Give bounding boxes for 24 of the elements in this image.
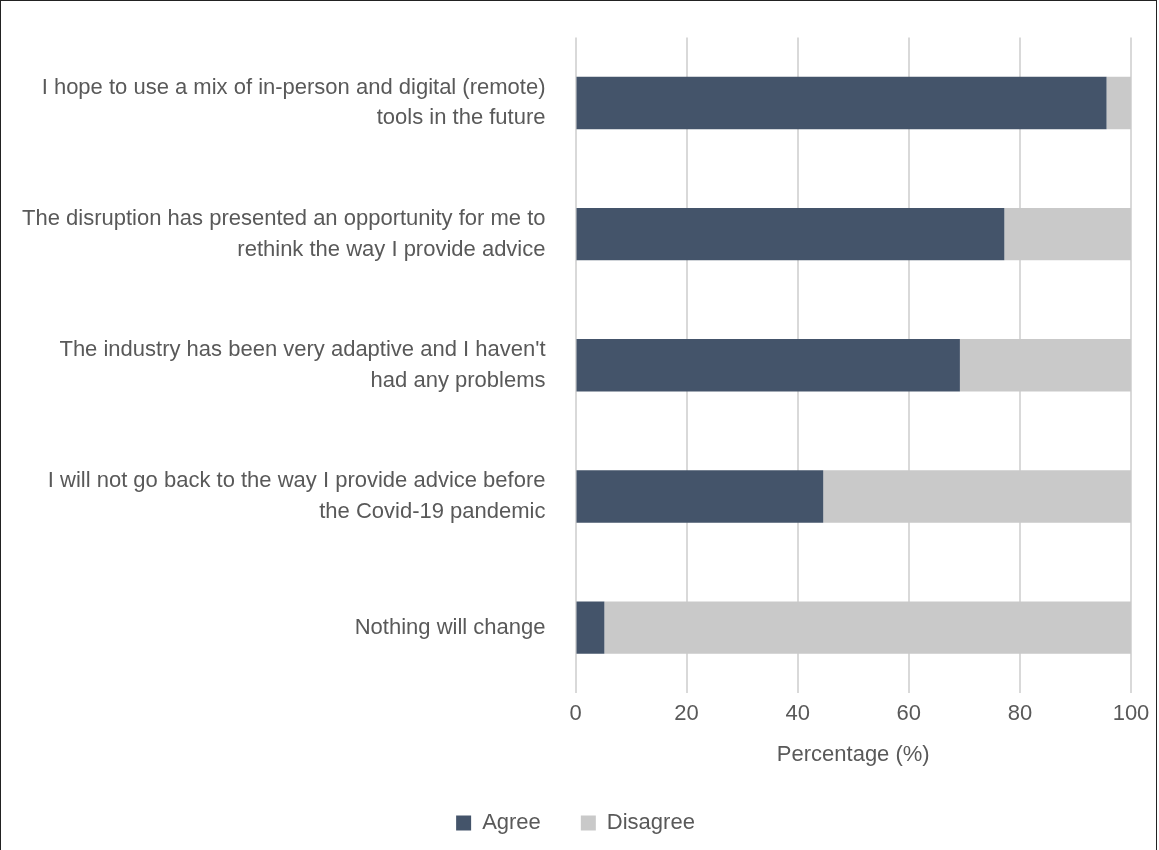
x-tick-label: 0: [569, 700, 582, 726]
x-tick-label: 40: [785, 700, 810, 726]
y-tick-label: The industry has been very adaptive and I haven't had any problems: [59, 335, 546, 392]
legend-label: Agree: [482, 809, 541, 835]
x-tick-label: 100: [1112, 700, 1150, 726]
bar: [576, 339, 960, 392]
bar: [576, 76, 1107, 130]
y-tick-label: The disruption has presented an opportunity for me to rethink the way I provide advice: [22, 204, 546, 261]
bar: [959, 339, 1131, 392]
bar: [823, 470, 1131, 523]
x-axis-title: Percentage (%): [776, 740, 930, 766]
bar: [604, 601, 1131, 654]
bar: [576, 207, 1005, 261]
bar: [1106, 76, 1131, 130]
x-tick-label: 20: [674, 700, 699, 726]
y-tick-label: I hope to use a mix of in-person and digital (remote) tools in the future: [41, 73, 546, 130]
x-tick-label: 60: [896, 700, 922, 726]
bar: [576, 601, 605, 654]
bar: [576, 470, 824, 523]
legend-label: Disagree: [606, 809, 695, 835]
y-tick-label: Nothing will change: [354, 613, 546, 639]
y-tick-label: I will not go back to the way I provide advice before the Covid-19 pandemic: [47, 467, 546, 523]
bar: [1004, 207, 1131, 261]
x-tick-label: 80: [1007, 700, 1033, 726]
